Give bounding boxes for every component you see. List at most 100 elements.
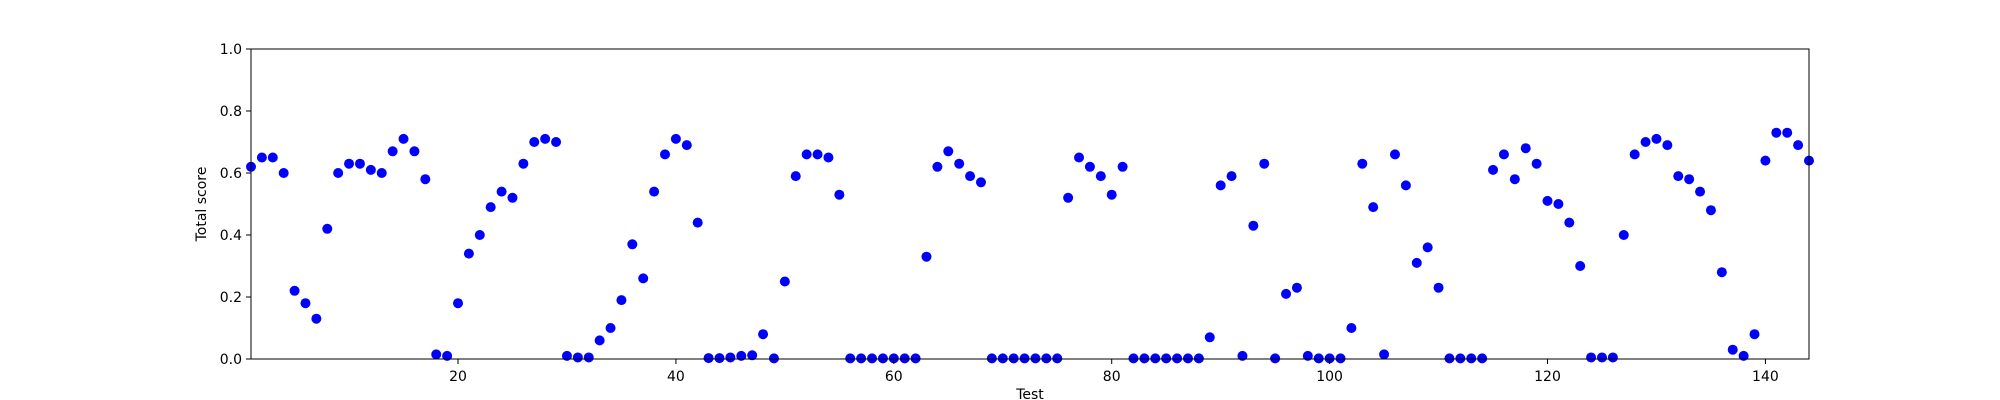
data-point [1618, 230, 1629, 240]
data-point [758, 329, 769, 340]
data-point [431, 349, 442, 360]
x-tick-label: 120 [1534, 369, 1561, 385]
data-point [1084, 161, 1095, 172]
data-point [627, 239, 638, 250]
data-point [1302, 350, 1313, 361]
data-point [1705, 205, 1716, 216]
data-point [1161, 353, 1172, 364]
data-point [1466, 353, 1477, 364]
data-point [311, 313, 322, 324]
data-point [1498, 149, 1509, 160]
data-point [605, 323, 616, 333]
data-point [1324, 353, 1335, 364]
data-point [877, 353, 888, 364]
data-point [354, 158, 365, 169]
data-point [1281, 288, 1292, 299]
y-tick-label: 0.4 [220, 228, 242, 244]
x-axis: 20 40 60 80 100 120 140 [449, 359, 1779, 385]
data-point [1226, 171, 1237, 182]
data-point [1313, 353, 1324, 364]
data-point [747, 350, 758, 361]
data-point [1640, 137, 1651, 147]
data-point [1607, 352, 1618, 363]
data-point [932, 161, 943, 172]
data-point [420, 174, 431, 185]
data-point [1673, 171, 1684, 182]
data-point [485, 202, 496, 213]
data-point [1270, 353, 1281, 364]
data-point [1542, 195, 1553, 206]
data-point [736, 350, 747, 361]
data-point [1760, 155, 1771, 166]
data-point [1128, 353, 1139, 364]
x-tick-label: 40 [667, 369, 685, 385]
data-point [779, 276, 790, 287]
data-point [1008, 353, 1019, 364]
data-point [289, 285, 300, 296]
data-point [1030, 353, 1041, 364]
data-point [899, 353, 910, 364]
data-point [1684, 174, 1695, 185]
data-point [333, 168, 344, 178]
data-point [997, 353, 1008, 364]
y-tick-label: 1.0 [220, 42, 242, 58]
scatter-points [246, 127, 1814, 364]
y-axis: 0.0 0.2 0.4 0.6 0.8 1.0 [220, 42, 251, 368]
data-point [801, 149, 812, 160]
data-point [965, 171, 976, 182]
data-point [867, 353, 878, 364]
data-point [344, 158, 355, 169]
data-point [1629, 149, 1640, 160]
data-point [496, 186, 507, 197]
data-point [660, 149, 671, 160]
data-point [1172, 353, 1183, 364]
data-point [888, 353, 899, 364]
data-point [398, 133, 409, 144]
data-point [1793, 140, 1804, 151]
data-point [834, 189, 845, 200]
data-point [1291, 282, 1302, 293]
data-point [442, 350, 453, 361]
data-point [1368, 202, 1379, 213]
data-point [1150, 353, 1161, 364]
data-point [1520, 143, 1531, 154]
data-point [812, 149, 823, 160]
x-tick-label: 140 [1752, 369, 1779, 385]
data-point [1237, 350, 1248, 361]
data-point [518, 158, 529, 169]
data-point [703, 353, 714, 364]
data-point [725, 352, 736, 363]
data-point [1215, 180, 1226, 191]
data-point [670, 133, 681, 144]
data-point [1455, 353, 1466, 364]
data-point [986, 353, 997, 364]
data-point [1716, 267, 1727, 278]
data-point [551, 137, 562, 147]
data-point [856, 353, 867, 364]
data-point [583, 352, 594, 363]
data-point [267, 152, 278, 163]
data-point [1651, 133, 1662, 144]
data-point [910, 353, 921, 364]
data-point [1259, 158, 1270, 169]
data-point [1662, 140, 1673, 151]
data-point [474, 230, 485, 240]
data-point [572, 352, 583, 363]
data-point [1564, 217, 1575, 228]
data-point [1433, 282, 1444, 293]
data-point [1095, 171, 1106, 182]
data-point [975, 177, 986, 188]
data-point [1782, 127, 1793, 138]
data-point [768, 353, 779, 364]
data-point [1379, 349, 1390, 360]
data-point [1411, 257, 1422, 268]
plot-frame [250, 48, 1810, 360]
data-point [365, 164, 376, 175]
data-point [529, 137, 540, 147]
x-tick-label: 60 [885, 369, 903, 385]
data-point [845, 353, 856, 364]
data-point [1117, 161, 1128, 172]
data-point [387, 146, 398, 157]
data-point [540, 133, 551, 144]
